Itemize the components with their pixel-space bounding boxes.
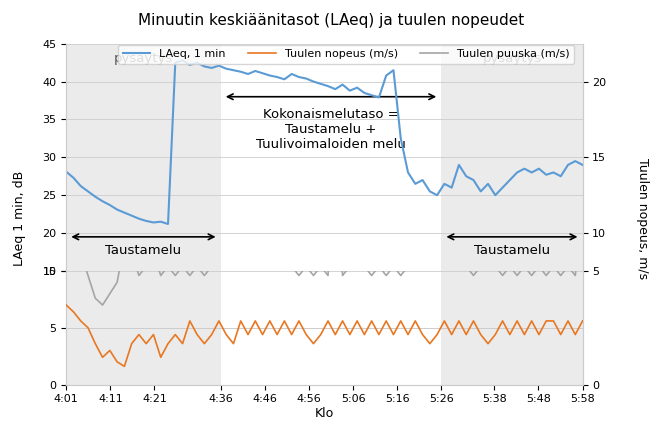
Bar	[220, 271, 442, 385]
X-axis label: Klo: Klo	[314, 407, 334, 420]
Text: pysäytys: pysäytys	[114, 52, 173, 66]
Text: Kokonaismelutaso =
Taustamelu +
Tuulivoimaloiden melu: Kokonaismelutaso = Taustamelu + Tuulivoi…	[256, 108, 406, 151]
Text: Taustamelu: Taustamelu	[105, 244, 181, 257]
Bar	[442, 44, 583, 271]
Text: Minuutin keskiäänitasot (LAeq) ja tuulen nopeudet: Minuutin keskiäänitasot (LAeq) ja tuulen…	[138, 13, 524, 28]
Text: Taustamelu: Taustamelu	[474, 244, 550, 257]
Bar	[442, 271, 583, 385]
Legend: LAeq, 1 min, Tuulen nopeus (m/s), Tuulen puuska (m/s): LAeq, 1 min, Tuulen nopeus (m/s), Tuulen…	[118, 45, 574, 64]
Bar	[66, 271, 220, 385]
Bar	[66, 44, 220, 271]
Bar	[220, 44, 442, 271]
Text: Tuulen nopeus, m/s: Tuulen nopeus, m/s	[636, 158, 649, 279]
Text: pysäytys: pysäytys	[483, 52, 542, 66]
Text: LAeq 1 min, dB: LAeq 1 min, dB	[13, 171, 26, 266]
